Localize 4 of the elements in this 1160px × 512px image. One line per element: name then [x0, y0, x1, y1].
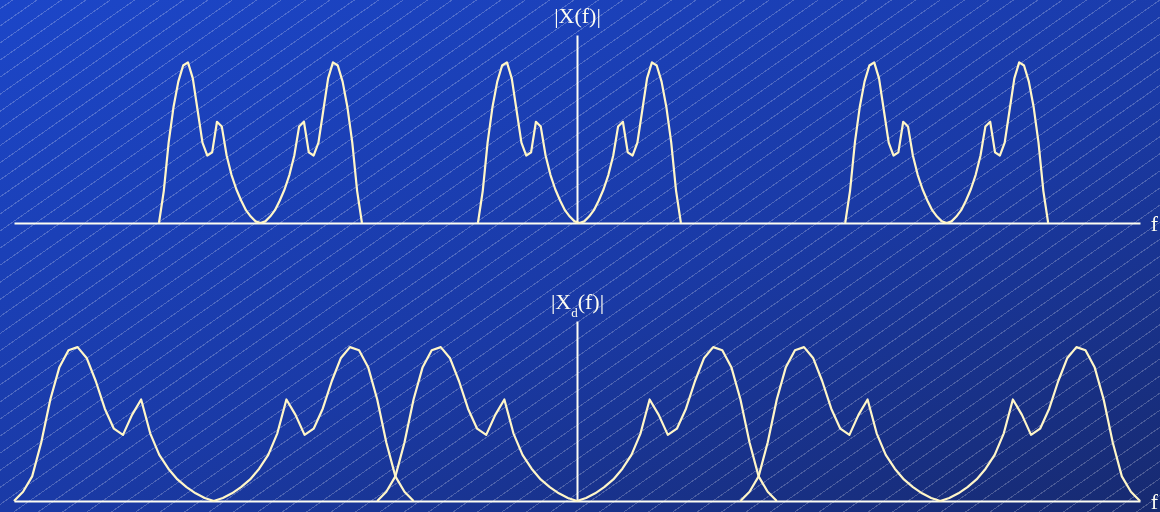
y-axis-title: |X(f)|: [554, 2, 601, 28]
y-axis-title: |X$_{d}$(f)|: [550, 288, 605, 319]
x-axis-title: f: [1150, 210, 1159, 236]
x-axis-title: f: [1150, 488, 1159, 512]
